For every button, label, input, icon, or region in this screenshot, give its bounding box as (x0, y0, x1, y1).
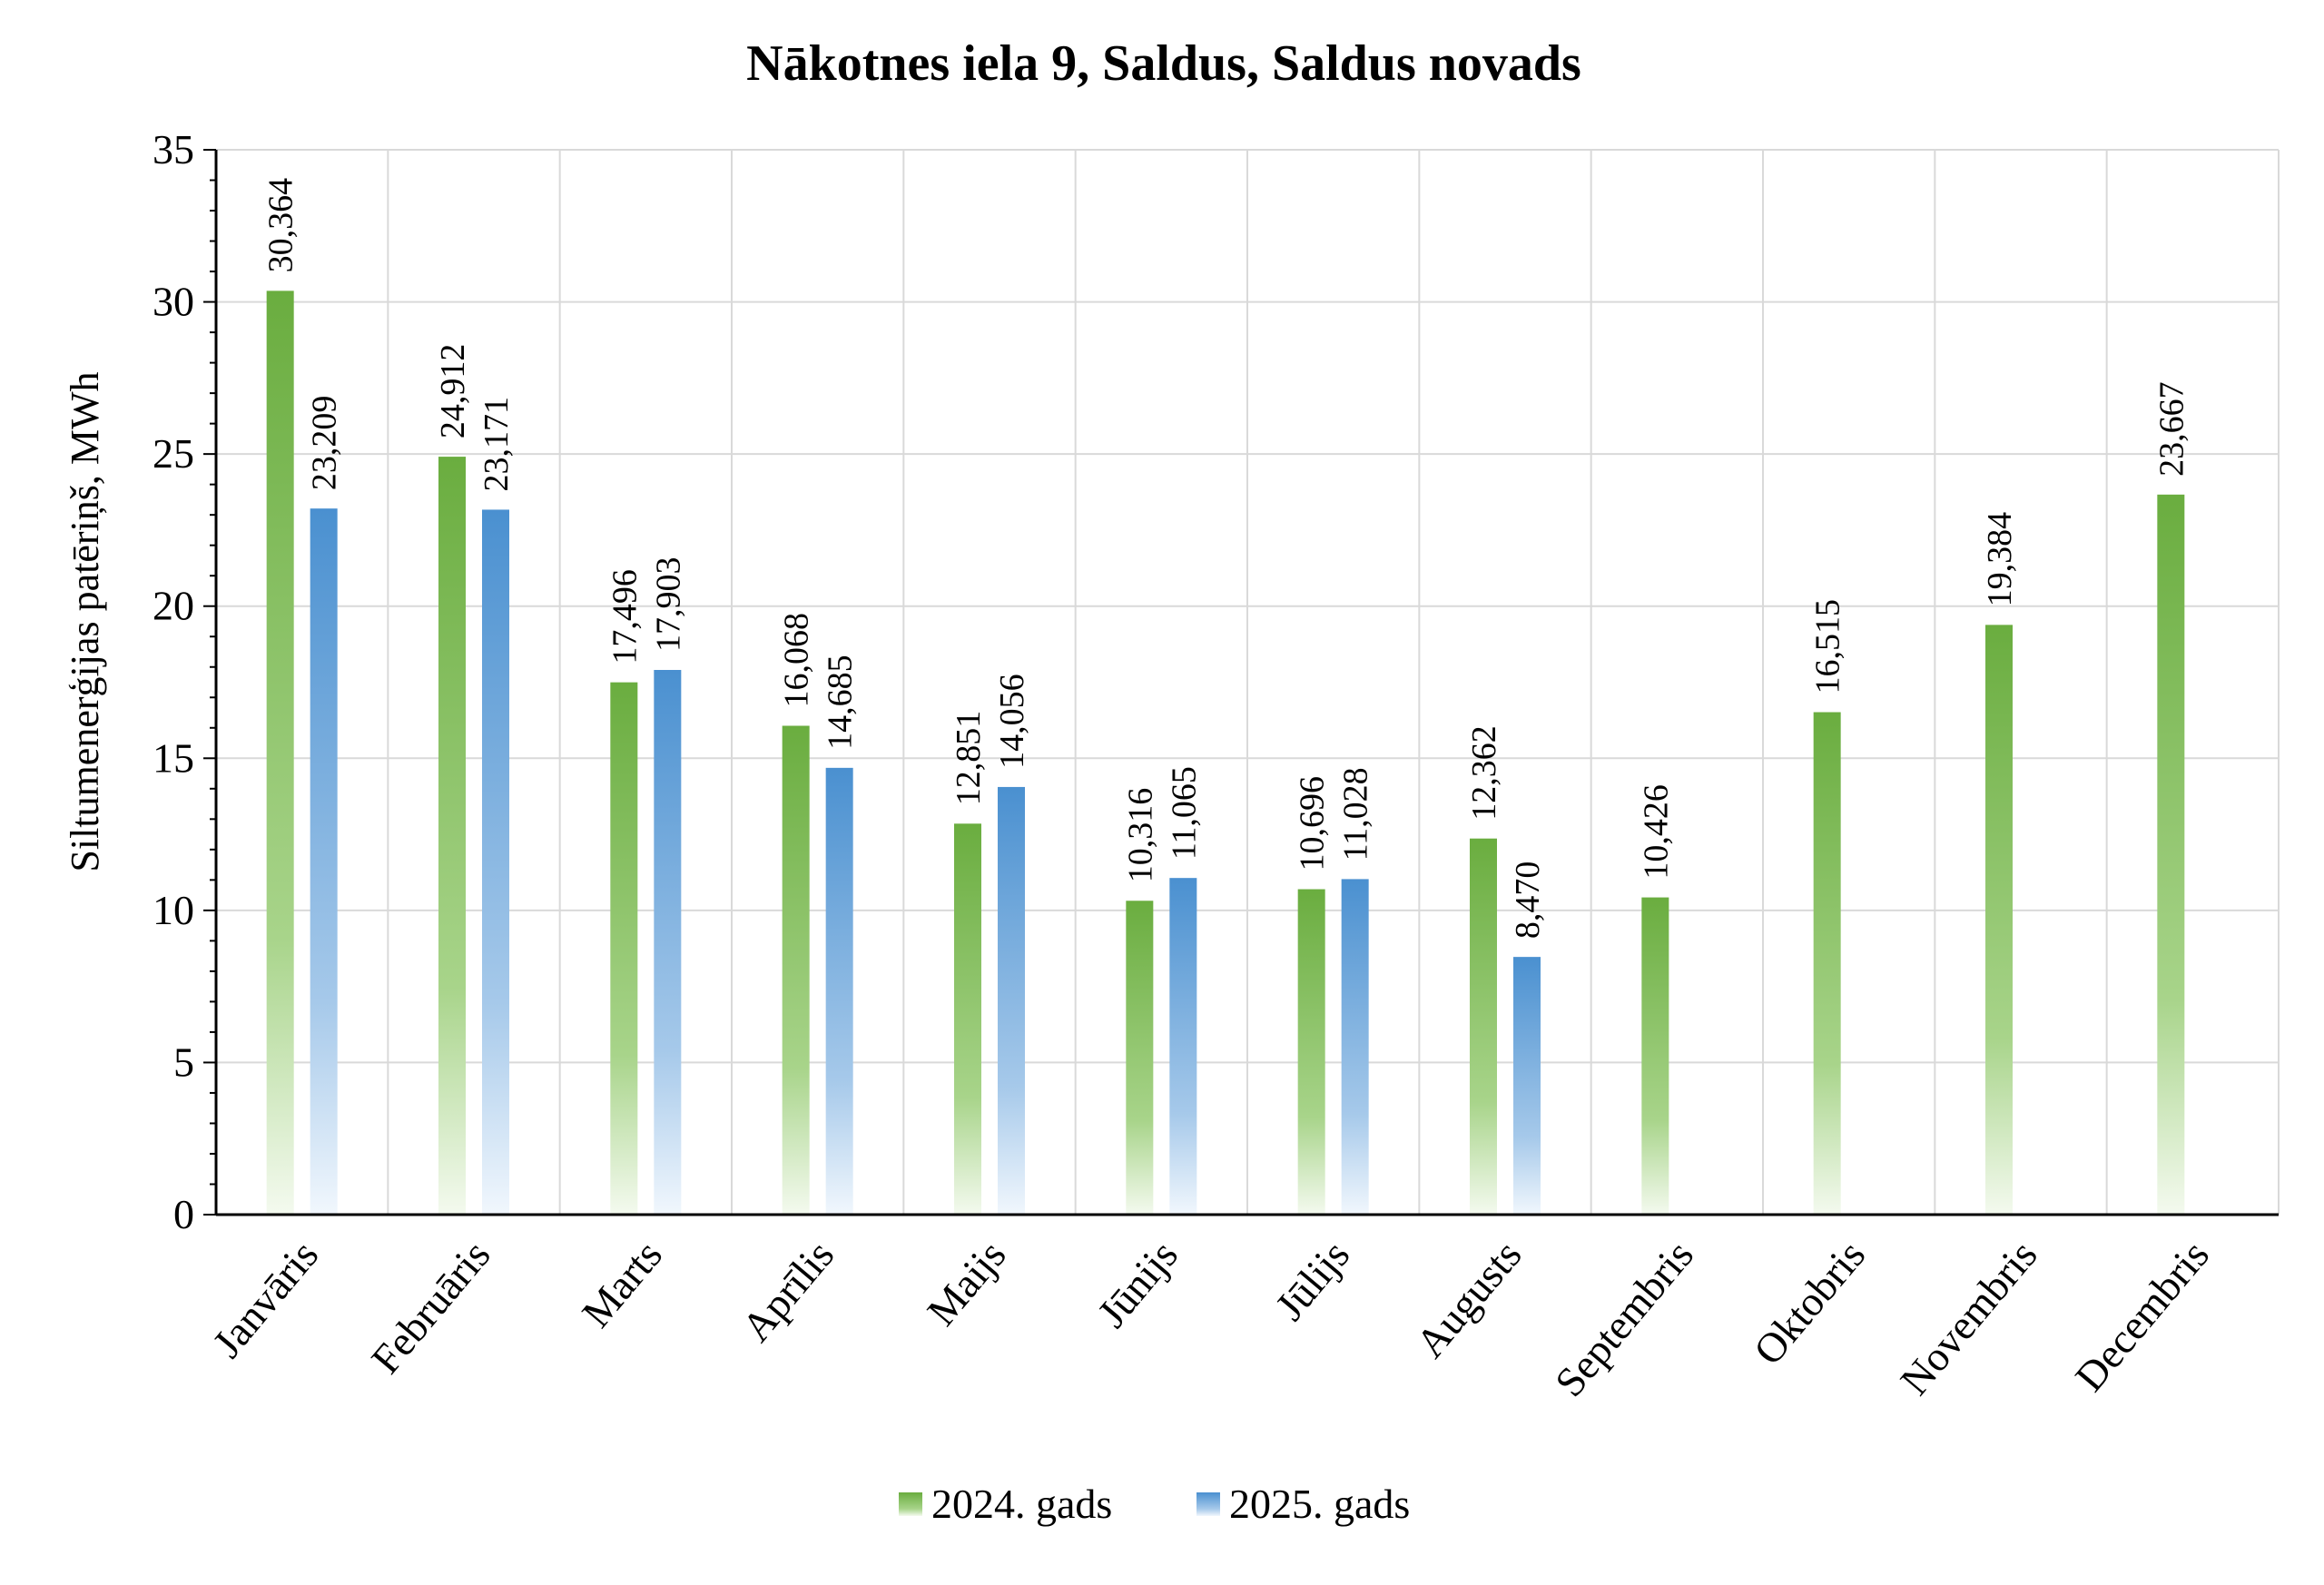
x-tick-label: Maijs (918, 1232, 1014, 1334)
data-label: 23,209 (306, 396, 344, 491)
data-label: 16,515 (1809, 599, 1847, 694)
data-label: 14,685 (822, 655, 860, 750)
bar-s2025 (998, 786, 1025, 1215)
bar-s2024 (1470, 838, 1497, 1215)
data-label: 12,851 (950, 711, 988, 806)
x-tick-label: Novembris (1891, 1232, 2045, 1403)
data-label: 12,362 (1465, 725, 1503, 821)
bar-s2025 (1169, 878, 1197, 1215)
bar-s2024 (1126, 901, 1154, 1215)
data-label: 17,496 (606, 569, 644, 665)
data-label: 23,171 (478, 397, 516, 492)
x-tick-label: Jūlijs (1266, 1232, 1359, 1329)
data-label: 17,903 (649, 556, 687, 652)
y-tick-label: 25 (153, 430, 194, 477)
y-tick-label: 15 (153, 734, 194, 781)
legend-label: 2025. gads (1229, 1481, 1410, 1527)
bar-s2024 (1813, 712, 1841, 1215)
bar-s2024 (1297, 889, 1325, 1215)
data-label: 10,696 (1294, 776, 1332, 871)
legend: 2024. gads 2025. gads (899, 1481, 1410, 1527)
legend-label: 2024. gads (931, 1481, 1112, 1527)
bar-s2025 (1341, 879, 1369, 1215)
data-label: 10,426 (1637, 784, 1675, 880)
x-tick-label: Janvāris (203, 1232, 327, 1366)
bar-s2025 (654, 669, 682, 1215)
y-tick-label: 30 (153, 279, 194, 325)
data-label: 11,065 (1165, 766, 1203, 860)
y-axis-label: Siltumenerģijas patēriņš, MWh (63, 371, 107, 871)
bar-s2024 (266, 290, 294, 1216)
data-label: 14,056 (993, 674, 1031, 769)
data-label: 16,068 (778, 613, 816, 708)
grid-lines (216, 149, 2280, 1215)
bar-s2024 (782, 725, 810, 1215)
x-tick-label: Februāris (362, 1232, 499, 1383)
x-labels: Janvāris Februāris Marts Aprīlis Maijs Jūnijs… (203, 1232, 2218, 1405)
y-tick-label: 20 (153, 583, 194, 629)
bars (266, 290, 2185, 1216)
axes (214, 150, 2279, 1216)
bar-s2024 (610, 682, 638, 1215)
y-tick-label: 35 (153, 126, 194, 172)
bar-s2025 (1513, 957, 1541, 1215)
legend-swatch (1196, 1492, 1220, 1516)
x-tick-label: Jūnijs (1088, 1232, 1187, 1336)
bar-s2024 (954, 823, 981, 1215)
data-label: 23,667 (2152, 381, 2191, 477)
y-tick-label: 10 (153, 887, 194, 933)
x-tick-label: Augusts (1407, 1232, 1531, 1366)
bar-s2025 (482, 509, 509, 1215)
legend-swatch (899, 1492, 922, 1516)
y-tick-label: 5 (173, 1039, 194, 1085)
x-tick-label: Oktobris (1745, 1232, 1875, 1373)
data-label: 19,384 (1981, 512, 2019, 607)
x-tick-label: Aprīlis (733, 1232, 842, 1351)
data-label: 11,028 (1337, 767, 1375, 861)
data-label: 10,316 (1121, 788, 1159, 883)
data-label: 24,912 (434, 344, 472, 439)
bar-s2024 (1641, 897, 1669, 1215)
x-tick-label: Septembris (1546, 1232, 1702, 1405)
bar-s2025 (310, 508, 338, 1215)
bar-s2025 (825, 767, 853, 1215)
data-label: 8,470 (1509, 861, 1547, 940)
x-tick-label: Decembris (2066, 1232, 2218, 1400)
y-ticks: 0 5 10 15 20 25 30 35 (153, 126, 216, 1237)
data-label: 30,364 (262, 178, 300, 273)
y-tick-label: 0 (173, 1191, 194, 1237)
x-tick-label: Marts (573, 1232, 671, 1336)
chart-title: Nākotnes iela 9, Saldus, Saldus novads (746, 35, 1581, 92)
bar-s2024 (438, 457, 466, 1215)
bar-s2024 (2157, 494, 2185, 1215)
bar-s2024 (1985, 625, 2013, 1215)
